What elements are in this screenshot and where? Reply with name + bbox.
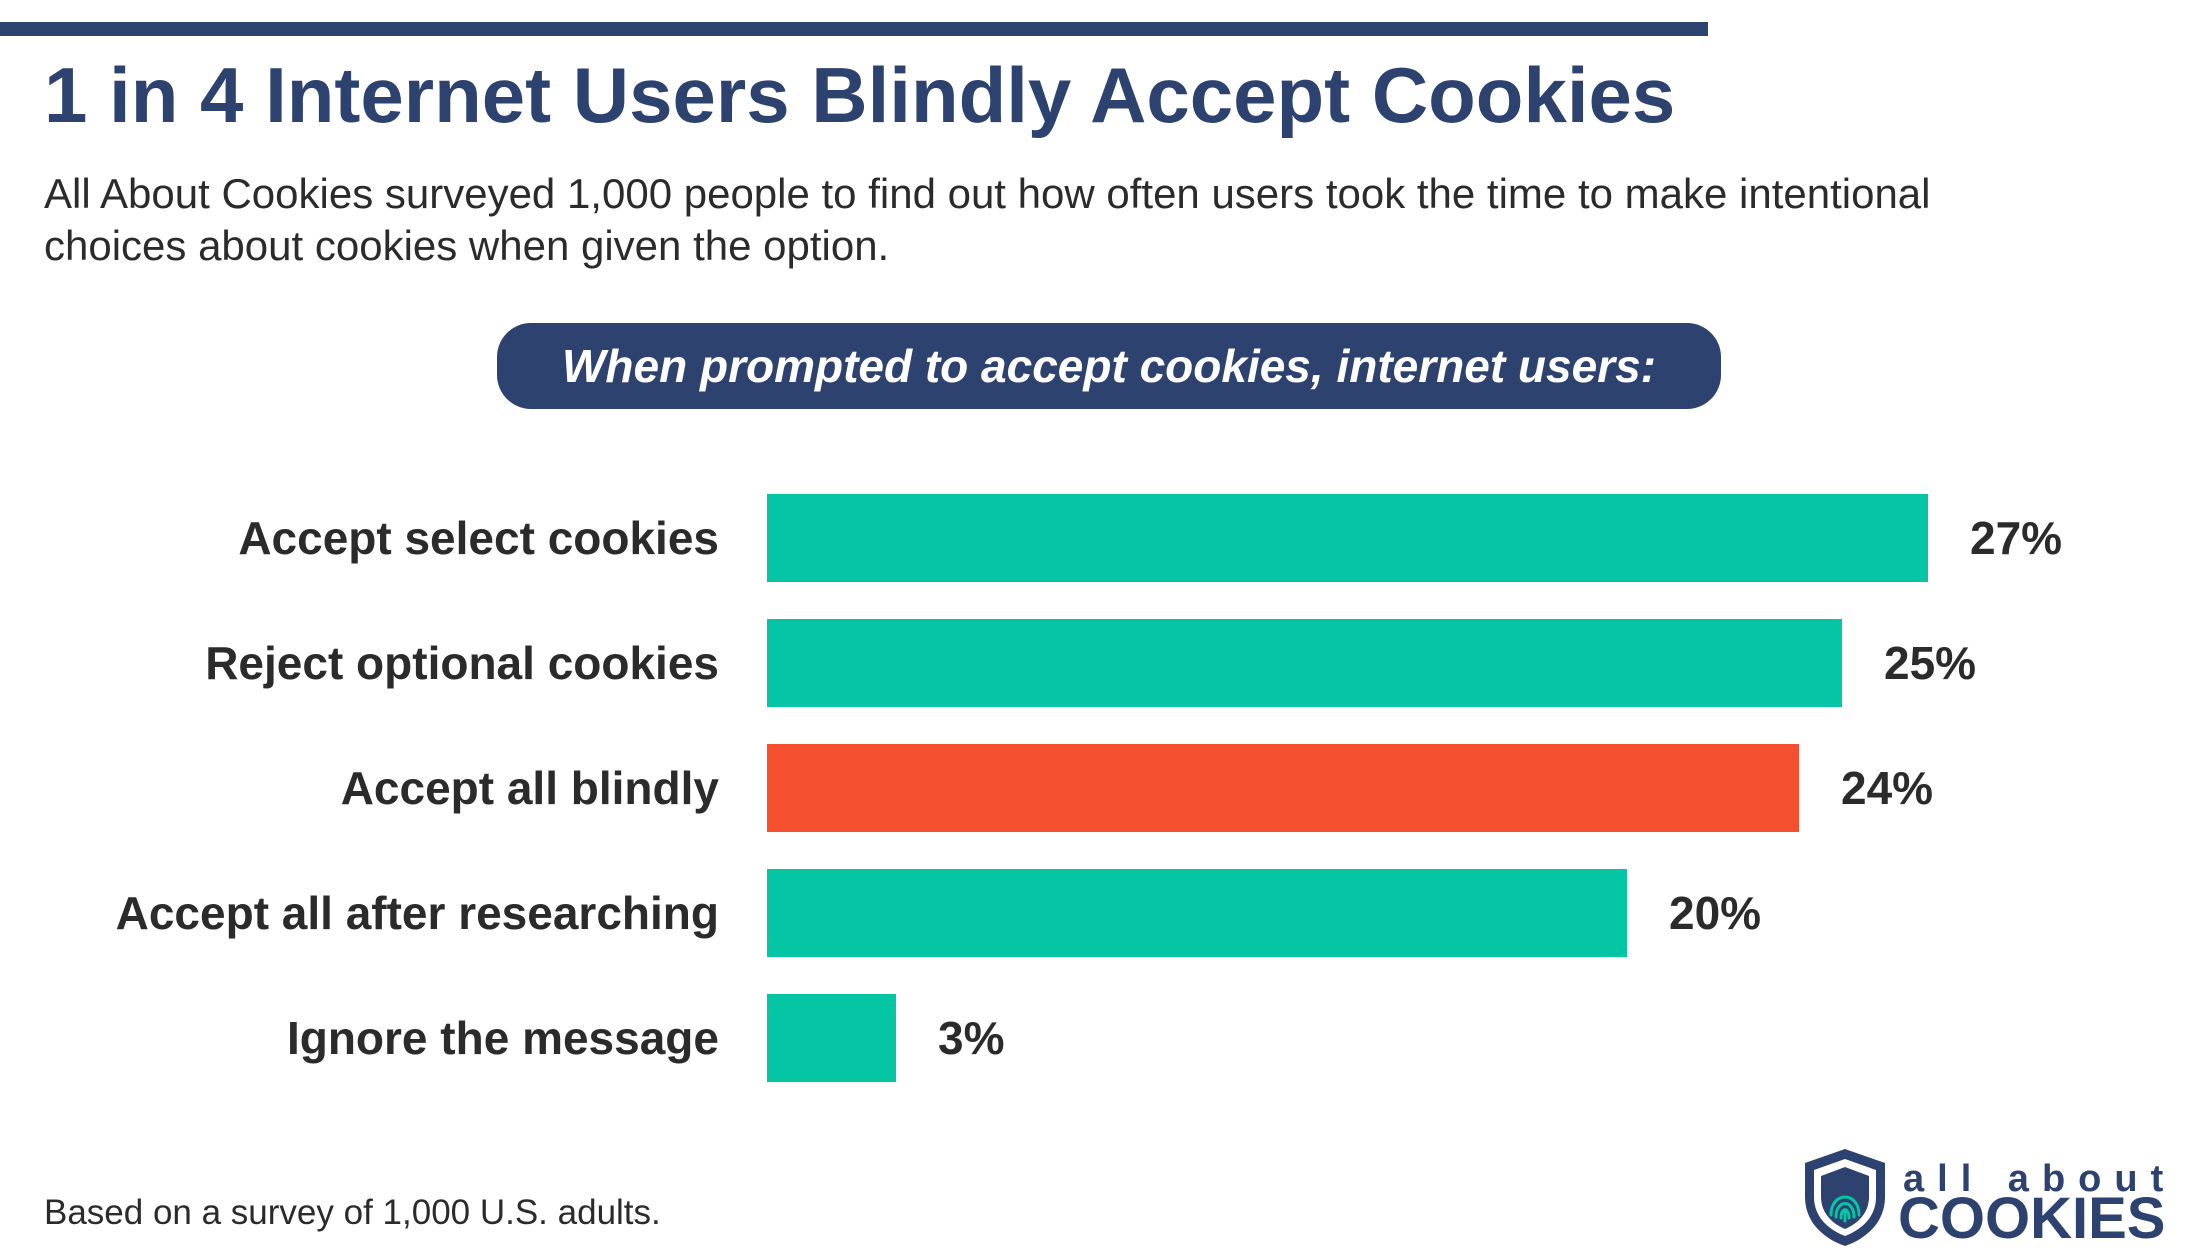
logo-text-small: all about — [1903, 1158, 2177, 1200]
all-about-cookies-logo: all about COOKIES — [1800, 1145, 2166, 1251]
bar — [767, 994, 896, 1082]
page-title: 1 in 4 Internet Users Blindly Accept Coo… — [44, 51, 1676, 139]
value-label: 20% — [1669, 887, 1761, 939]
value-label: 25% — [1884, 637, 1976, 689]
shield-fingerprint-icon — [1805, 1149, 1885, 1246]
value-label: 3% — [938, 1012, 1004, 1064]
footnote: Based on a survey of 1,000 U.S. adults. — [44, 1193, 661, 1232]
category-label: Accept select cookies — [238, 512, 719, 564]
logo-text-big: COOKIES — [1898, 1186, 2166, 1251]
value-label: 24% — [1841, 762, 1933, 814]
value-label: 27% — [1970, 512, 2062, 564]
bar — [767, 494, 1928, 582]
category-label: Ignore the message — [287, 1012, 719, 1064]
category-label: Accept all after researching — [116, 887, 719, 939]
chart-header-pill: When prompted to accept cookies, interne… — [497, 323, 1721, 409]
bar — [767, 619, 1842, 707]
page-subtitle: All About Cookies surveyed 1,000 people … — [44, 170, 1931, 269]
category-label: Accept all blindly — [341, 762, 720, 814]
bar — [767, 744, 1799, 832]
top-accent-bar — [0, 22, 1708, 36]
category-label: Reject optional cookies — [205, 637, 719, 689]
bar — [767, 869, 1627, 957]
